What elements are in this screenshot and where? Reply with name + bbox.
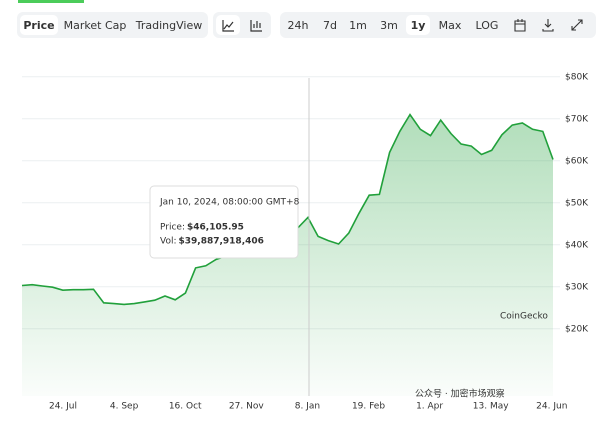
tooltip-price: $46,105.95 [187,223,244,233]
tab-group [17,12,208,38]
fullscreen-icon[interactable] [571,19,583,31]
y-tick-label: $60K [565,156,589,166]
x-tick-label: 27. Nov [229,402,264,412]
tooltip-vol-label: Vol: [160,237,177,247]
tooltip-box [149,185,299,259]
footer-watermark: 公众号 · 加密市场观察 [415,388,505,400]
tooltip-date: Jan 10, 2024, 08:00:00 GMT+8 [159,198,300,208]
candle-icon[interactable] [250,20,262,32]
chart-type-selected [216,15,240,35]
tooltip-price-label: Price: [160,223,185,233]
range-button[interactable]: 7d [323,19,337,32]
x-tick-label: 1. Apr [416,402,443,412]
x-tick-label: 24. Jun [536,402,567,412]
range-button[interactable]: 24h [288,19,309,32]
tab[interactable]: Price [23,19,54,32]
x-tick-label: 24. Jul [49,402,77,412]
x-tick-label: 4. Sep [110,402,139,412]
range-button[interactable]: 1m [349,19,367,32]
tab-indicator [18,0,84,3]
y-tick-label: $20K [565,324,589,334]
tab-selected [20,15,58,35]
range-selected [406,15,430,35]
range-button[interactable]: 1y [411,19,426,32]
range-button[interactable]: 3m [380,19,398,32]
y-tick-label: $40K [565,240,589,250]
x-tick-label: 13. May [473,402,509,412]
line-icon[interactable] [222,20,234,32]
tab[interactable]: Market Cap [64,19,127,32]
range-button[interactable]: Max [439,19,462,32]
x-tick-label: 19. Feb [352,402,385,412]
range-button[interactable]: LOG [476,19,499,32]
y-tick-label: $50K [565,198,589,208]
x-tick-label: 16. Oct [169,402,202,412]
download-icon[interactable] [542,19,554,32]
y-tick-label: $30K [565,282,589,292]
calendar-icon[interactable] [514,19,526,32]
y-tick-label: $70K [565,114,589,124]
tooltip-vol: $39,887,918,406 [179,237,264,247]
x-tick-label: 8. Jan [295,402,320,412]
y-tick-label: $80K [565,72,589,82]
watermark: CoinGecko [500,312,548,322]
tab[interactable]: TradingView [135,19,202,32]
